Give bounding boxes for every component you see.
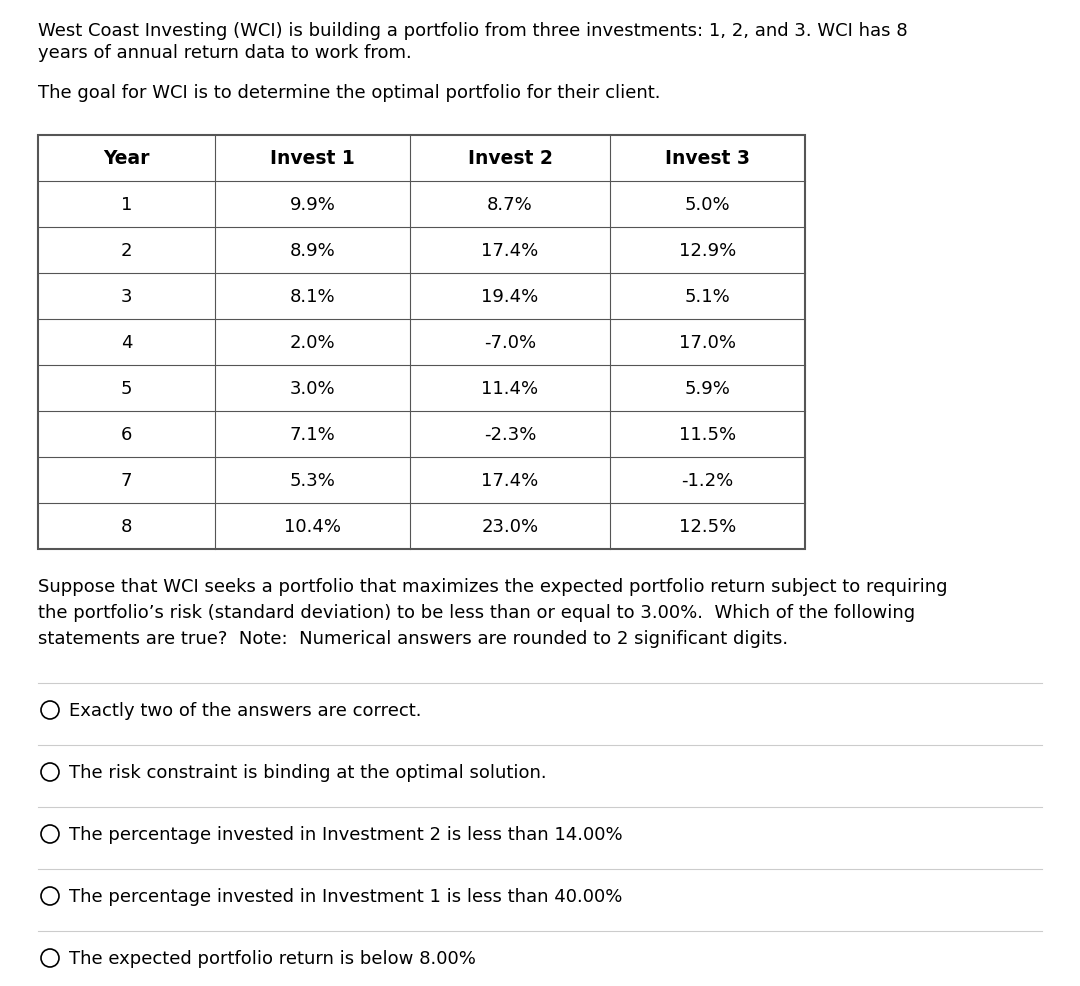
Text: 19.4%: 19.4% [482,288,539,306]
Bar [38,136,805,549]
Text: 10.4%: 10.4% [284,518,341,535]
Text: 1: 1 [121,196,132,214]
Text: The percentage invested in Investment 1 is less than 40.00%: The percentage invested in Investment 1 … [69,887,622,905]
Text: the portfolio’s risk (standard deviation) to be less than or equal to 3.00%.  Wh: the portfolio’s risk (standard deviation… [38,603,915,621]
Text: 17.0%: 17.0% [679,333,735,352]
Text: 8.1%: 8.1% [289,288,335,306]
Text: Invest 1: Invest 1 [270,149,355,169]
Text: Invest 3: Invest 3 [665,149,750,169]
Text: The risk constraint is binding at the optimal solution.: The risk constraint is binding at the op… [69,763,546,781]
Text: 4: 4 [121,333,132,352]
Text: 6: 6 [121,426,132,444]
Text: The percentage invested in Investment 2 is less than 14.00%: The percentage invested in Investment 2 … [69,825,623,843]
Text: The expected portfolio return is below 8.00%: The expected portfolio return is below 8… [69,950,476,967]
Text: Invest 2: Invest 2 [468,149,553,169]
Text: 5.9%: 5.9% [685,380,730,397]
Text: 17.4%: 17.4% [482,471,539,489]
Text: 11.4%: 11.4% [482,380,539,397]
Text: 17.4%: 17.4% [482,242,539,259]
Text: 8.7%: 8.7% [487,196,532,214]
Circle shape [41,950,59,967]
Text: 11.5%: 11.5% [679,426,737,444]
Text: 3.0%: 3.0% [289,380,335,397]
Text: 5.1%: 5.1% [685,288,730,306]
Circle shape [41,763,59,781]
Text: 2: 2 [121,242,132,259]
Text: 7.1%: 7.1% [289,426,336,444]
Text: The goal for WCI is to determine the optimal portfolio for their client.: The goal for WCI is to determine the opt… [38,84,661,102]
Text: 9.9%: 9.9% [289,196,336,214]
Text: 8: 8 [121,518,132,535]
Text: -7.0%: -7.0% [484,333,536,352]
Text: 12.9%: 12.9% [679,242,737,259]
Text: 5.3%: 5.3% [289,471,336,489]
Circle shape [41,887,59,905]
Text: 8.9%: 8.9% [289,242,336,259]
Text: 12.5%: 12.5% [679,518,737,535]
Text: 5: 5 [121,380,132,397]
Text: Exactly two of the answers are correct.: Exactly two of the answers are correct. [69,701,421,719]
Text: 7: 7 [121,471,132,489]
Text: Suppose that WCI seeks a portfolio that maximizes the expected portfolio return : Suppose that WCI seeks a portfolio that … [38,578,947,596]
Text: -2.3%: -2.3% [484,426,536,444]
Text: -1.2%: -1.2% [681,471,733,489]
Text: Year: Year [104,149,150,169]
Text: West Coast Investing (WCI) is building a portfolio from three investments: 1, 2,: West Coast Investing (WCI) is building a… [38,22,907,40]
Text: 23.0%: 23.0% [482,518,539,535]
Text: years of annual return data to work from.: years of annual return data to work from… [38,44,411,62]
Text: statements are true?  Note:  Numerical answers are rounded to 2 significant digi: statements are true? Note: Numerical ans… [38,629,788,648]
Text: 5.0%: 5.0% [685,196,730,214]
Text: 3: 3 [121,288,132,306]
Circle shape [41,701,59,719]
Text: 2.0%: 2.0% [289,333,335,352]
Circle shape [41,825,59,843]
